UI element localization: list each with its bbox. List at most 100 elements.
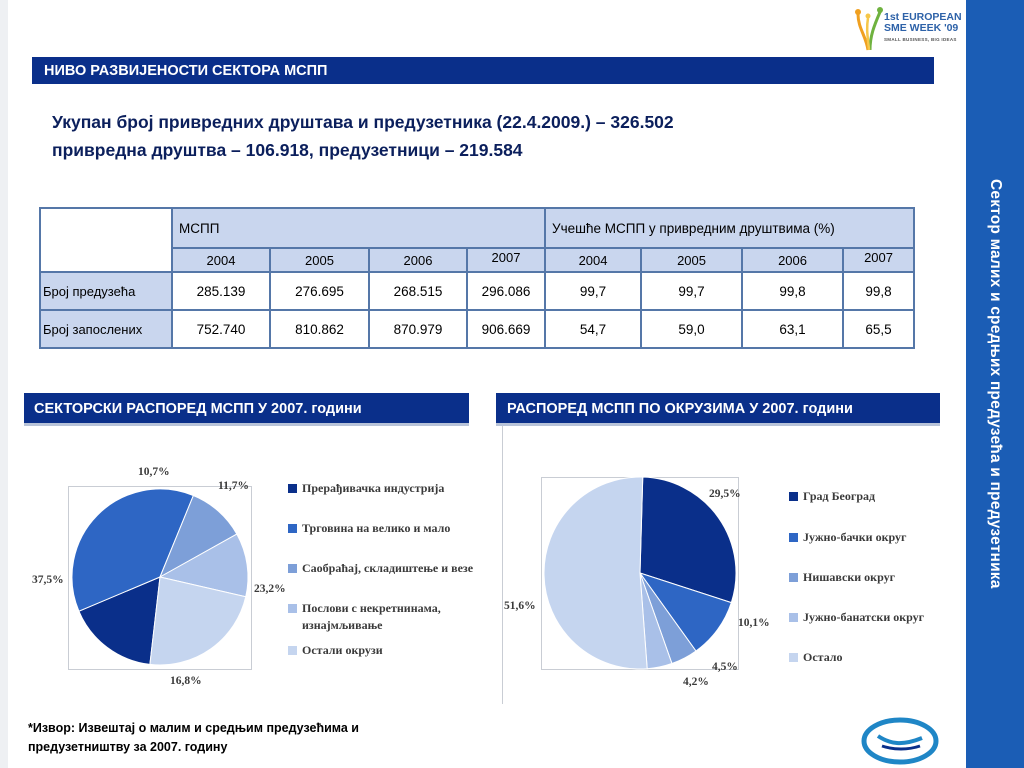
legend-item: Град Београд [789,488,875,505]
legend-label: Трговина на велико и мало [302,521,451,535]
table-cell: 268.515 [368,271,468,311]
sme-stats-table: МСПП Учешће МСПП у привредним друштвима … [39,207,916,349]
table-year-cell: 2006 [741,247,845,273]
pie-value-label: 10,1% [738,617,770,629]
section-title-districts: РАСПОРЕД МСПП ПО ОКРУЗИМА У 2007. години [496,393,940,423]
table-cell: 99,7 [544,271,643,311]
intro-line-2: привредна друштва – 106.918, предузетниц… [52,140,523,160]
legend-item: Послови с некретнинама, изнајмљивање [288,600,441,634]
table-year-row: 2004 2005 2006 2007 2004 2005 2006 2007 [40,247,916,273]
table-year-cell: 2004 [544,247,643,273]
legend-item: Јужно-бачки округ [789,529,906,546]
table-cell: 63,1 [741,309,845,349]
table-year-cell: 2005 [640,247,744,273]
legend-label: Град Београд [803,489,876,503]
section-divider [24,423,469,426]
legend-swatch [789,613,798,622]
pie-slice [149,576,247,666]
legend-label: Послови с некретнинама, изнајмљивање [302,601,441,632]
intro-line-1: Укупан број привредних друштава и предуз… [52,112,674,132]
footnote-line-1: *Извор: Извештај о малим и средњим преду… [28,721,359,735]
table-group-header-share: Учешће МСПП у привредним друштвима (%) [544,207,916,249]
table-row-label: Број предузећа [39,271,173,311]
table-row: Број предузећа 285.139 276.695 268.515 2… [39,271,916,311]
legend-item: Остало [789,649,843,666]
pie-value-label: 37,5% [32,574,64,586]
pie-value-label: 10,7% [138,466,170,478]
table-cell: 54,7 [544,309,643,349]
legend-label: Нишавски округ [803,570,896,584]
table-year-cell: 2005 [269,247,370,273]
legend-item: Трговина на велико и мало [288,520,450,537]
legend-label: Саобраћај, складиштење и везе [302,561,474,575]
pie-value-label: 51,6% [504,600,536,612]
pie-chart-sectoral [71,488,249,666]
legend-label: Јужно-бачки округ [803,530,907,544]
legend-item: Остали окрузи [288,642,383,659]
legend-swatch [288,646,297,655]
pie-slice [158,533,249,598]
table-cell: 99,8 [741,271,845,311]
legend-swatch [288,564,297,573]
legend-item: Нишавски округ [789,569,895,586]
table-year-cell: 2007 [465,247,547,273]
intro-text: Укупан број привредних друштава и предуз… [52,108,812,164]
sidebar-band: Сектор малих и средњих предузећа и преду… [966,0,1024,768]
table-year-cell: 2004 [171,247,271,273]
legend-swatch [288,484,297,493]
sidebar-title: Сектор малих и средњих предузећа и преду… [987,179,1004,589]
table-row: Број запослених 752.740 810.862 870.979 … [39,309,916,349]
legend-label: Остали окрузи [302,643,383,657]
legend-item: Саобраћај, складиштење и везе [288,560,473,577]
legend-item: Јужно-банатски округ [789,609,924,626]
table-header-row: МСПП Учешће МСПП у привредним друштвима … [39,207,916,273]
table-cell: 906.669 [465,309,547,349]
legend-swatch [789,653,798,662]
pie-value-label: 23,2% [254,583,286,595]
table-cell: 65,5 [842,309,916,349]
table-cell: 99,7 [640,271,744,311]
logo-line-1: 1st EUROPEAN [884,11,962,23]
left-edge-strip [0,0,8,768]
pie-slice [71,488,195,612]
chart-area-edge [502,426,503,704]
page-title: НИВО РАЗВИЈЕНОСТИ СЕКТОРА МСПП [32,57,934,84]
table-cell: 59,0 [640,309,744,349]
pie-slice [543,476,648,670]
table-year-cell: 2007 [842,247,916,273]
legend-swatch [789,492,798,501]
table-cell: 810.862 [269,309,370,349]
pie-value-label: 4,2% [683,676,709,688]
table-corner-cell [39,207,173,273]
sme-week-logo-icon [855,7,883,51]
logo-tagline: SMALL BUSINESS, BIG IDEAS [884,37,957,42]
section-title-sectoral: СЕКТОРСКИ РАСПОРЕД МСПП У 2007. години [24,393,469,423]
legend-label: Прерађивачка индустрија [302,481,445,495]
pie-chart-districts [543,476,737,670]
legend-label: Остало [803,650,843,664]
table-row-label: Број запослених [39,309,173,349]
pie-value-label: 29,5% [709,488,741,500]
table-cell: 296.086 [465,271,547,311]
footnote-line-2: предузетништву за 2007. годину [28,740,228,754]
table-cell: 870.979 [368,309,468,349]
sme-week-logo: 1st EUROPEAN SME WEEK '09 SMALL BUSINESS… [854,2,962,52]
pie-slice [639,476,737,604]
table-year-cell: 2006 [368,247,468,273]
pie-legend-districts: Град Београд Јужно-бачки округ Нишавски ок… [789,488,939,673]
legend-swatch [288,604,297,613]
legend-label: Јужно-банатски округ [803,610,925,624]
pie-value-label: 4,5% [712,661,738,673]
pie-legend-sectoral: Прерађивачка индустрија Трговина на велик… [288,480,488,670]
legend-swatch [789,533,798,542]
section-divider [496,423,940,426]
table-cell: 276.695 [269,271,370,311]
table-group-header-sme: МСПП [170,207,547,249]
pie-slice [78,576,161,665]
table-cell: 285.139 [171,271,271,311]
pie-value-label: 11,7% [218,480,249,492]
legend-swatch [288,524,297,533]
legend-swatch [789,573,798,582]
source-footnote: *Извор: Извештај о малим и средњим преду… [28,719,359,757]
logo-line-2: SME WEEK '09 [884,21,959,34]
